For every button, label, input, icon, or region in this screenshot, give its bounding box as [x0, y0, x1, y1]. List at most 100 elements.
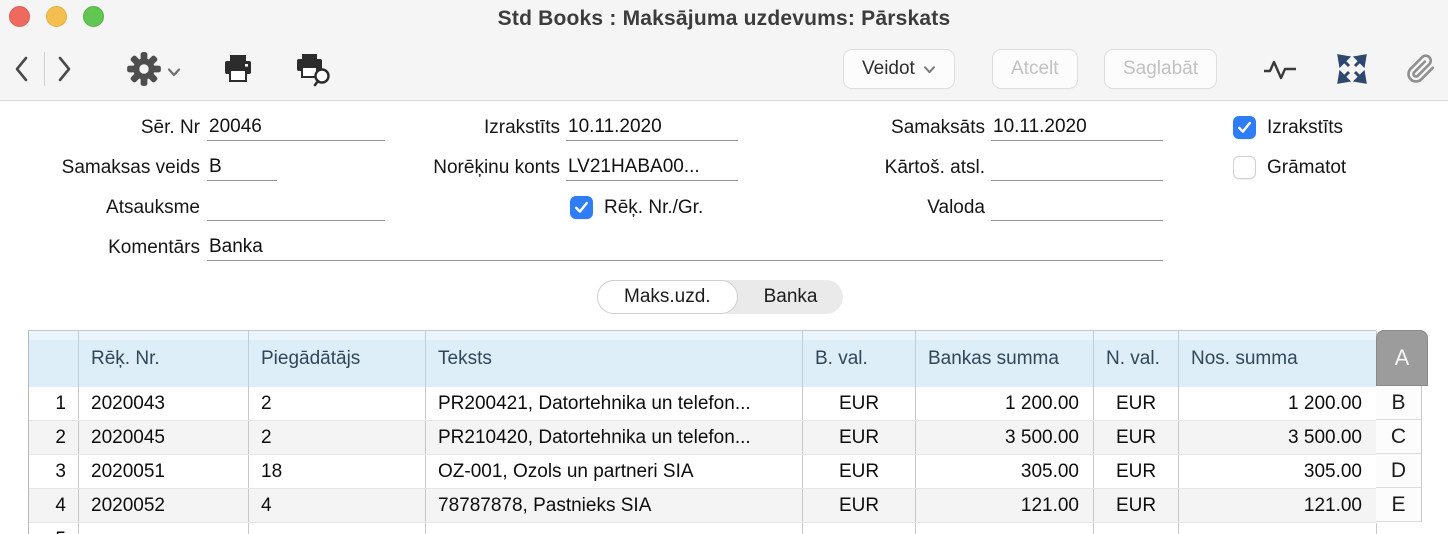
cell-teksts[interactable]: OZ-001, Ozols un partneri SIA [426, 455, 803, 488]
izrakstits-checkbox[interactable] [1233, 116, 1256, 139]
expand-arrows-icon[interactable] [1336, 53, 1368, 90]
cell-teksts[interactable]: PR200421, Datortehnika un telefon... [426, 387, 803, 420]
side-tab-c[interactable]: C [1376, 420, 1421, 454]
cell-bankas-summa[interactable]: 3 500.00 [916, 421, 1094, 454]
cell-n-val[interactable] [1094, 523, 1179, 534]
fullscreen-window-button[interactable] [83, 6, 104, 27]
gramatot-checkbox[interactable] [1233, 156, 1256, 179]
cell-piegadatajs[interactable]: 2 [249, 387, 426, 420]
col-piegadatajs[interactable]: Piegādātājs [249, 331, 426, 387]
activity-pulse-icon[interactable] [1262, 57, 1298, 88]
col-nos-summa[interactable]: Nos. summa [1179, 331, 1377, 387]
table-row[interactable]: 2 2020045 2 PR210420, Datortehnika un te… [29, 421, 1377, 455]
cell-nos-summa[interactable]: 305.00 [1179, 455, 1377, 488]
cell-b-val[interactable]: EUR [803, 455, 916, 488]
cell-n-val[interactable]: EUR [1094, 387, 1179, 420]
izrakstits-date-label: Izrakstīts [483, 117, 560, 138]
table-row[interactable]: 1 2020043 2 PR200421, Datortehnika un te… [29, 387, 1377, 421]
print-preview-icon[interactable] [294, 52, 336, 93]
window-chrome: Std Books : Maksājuma uzdevums: Pārskats [0, 0, 1448, 101]
cell-nos-summa[interactable]: 1 200.00 [1179, 387, 1377, 420]
cell-rownum: 4 [29, 489, 79, 522]
back-chevron-icon[interactable] [12, 54, 32, 89]
cell-b-val[interactable] [803, 523, 916, 534]
cell-bankas-summa[interactable]: 121.00 [916, 489, 1094, 522]
col-teksts[interactable]: Teksts [426, 331, 803, 387]
saglabat-button: Saglabāt [1104, 49, 1218, 89]
valoda-field[interactable] [991, 194, 1163, 221]
cell-rownum: 2 [29, 421, 79, 454]
komentars-label: Komentārs [108, 237, 200, 258]
cell-bankas-summa[interactable]: 305.00 [916, 455, 1094, 488]
cell-n-val[interactable]: EUR [1094, 489, 1179, 522]
ser-nr-field[interactable]: 20046 [207, 114, 385, 141]
veidot-button[interactable]: Veidot [843, 49, 955, 89]
cell-bankas-summa[interactable] [916, 523, 1094, 534]
table-row[interactable]: 4 2020052 4 78787878, Pastnieks SIA EUR … [29, 489, 1377, 523]
tab-maks-uzd[interactable]: Maks.uzd. [597, 280, 738, 314]
cell-rek-nr[interactable]: 2020043 [79, 387, 249, 420]
cell-bankas-summa[interactable]: 1 200.00 [916, 387, 1094, 420]
col-rownum[interactable] [29, 331, 79, 387]
forward-chevron-icon[interactable] [54, 54, 74, 89]
cell-b-val[interactable]: EUR [803, 489, 916, 522]
cell-teksts[interactable] [426, 523, 803, 534]
cell-piegadatajs[interactable]: 4 [249, 489, 426, 522]
samaksats-field[interactable]: 10.11.2020 [991, 114, 1163, 141]
side-tab-e[interactable]: E [1376, 488, 1421, 522]
printer-icon[interactable] [221, 52, 255, 91]
form-flip-tabs: Maks.uzd. Banka [597, 280, 844, 314]
table-row[interactable]: 3 2020051 18 OZ-001, Ozols un partneri S… [29, 455, 1377, 489]
cell-n-val[interactable]: EUR [1094, 421, 1179, 454]
cell-nos-summa[interactable]: 3 500.00 [1179, 421, 1377, 454]
col-n-val[interactable]: N. val. [1094, 331, 1179, 387]
samaksas-veids-field[interactable]: B [207, 154, 277, 181]
close-window-button[interactable] [9, 6, 30, 27]
cell-piegadatajs[interactable]: 18 [249, 455, 426, 488]
cell-b-val[interactable]: EUR [803, 421, 916, 454]
cell-n-val[interactable]: EUR [1094, 455, 1179, 488]
window-title: Std Books : Maksājuma uzdevums: Pārskats [497, 7, 951, 30]
cell-nos-summa[interactable]: 121.00 [1179, 489, 1377, 522]
gramatot-checkbox-label: Grāmatot [1267, 156, 1347, 178]
cell-rek-nr[interactable]: 2020051 [79, 455, 249, 488]
paperclip-icon[interactable] [1406, 53, 1436, 90]
cell-teksts[interactable]: PR210420, Datortehnika un telefon... [426, 421, 803, 454]
cell-rek-nr[interactable] [79, 523, 249, 534]
toolbar-divider [44, 52, 45, 86]
rek-nr-gr-checkbox-row: Rēķ. Nr./Gr. [570, 196, 703, 219]
side-tab-d[interactable]: D [1376, 454, 1421, 488]
izrakstits-checkbox-label: Izrakstīts [1267, 116, 1344, 138]
kartos-atsl-field[interactable] [991, 154, 1163, 181]
col-b-val[interactable]: B. val. [803, 331, 916, 387]
gear-chevron-down-icon[interactable] [167, 64, 181, 82]
rek-nr-gr-checkbox[interactable] [570, 196, 593, 219]
cell-rek-nr[interactable]: 2020045 [79, 421, 249, 454]
side-tab-a[interactable]: A [1376, 330, 1428, 386]
atcelt-button-label: Atcelt [1011, 58, 1059, 79]
cell-rek-nr[interactable]: 2020052 [79, 489, 249, 522]
cell-nos-summa[interactable] [1179, 523, 1377, 534]
table-row[interactable]: 5 [29, 523, 1377, 534]
norekinu-konts-field[interactable]: LV21HABA00... [566, 154, 738, 181]
rek-nr-gr-checkbox-label: Rēķ. Nr./Gr. [604, 196, 704, 218]
atsauksme-field[interactable] [207, 194, 385, 221]
col-rek-nr[interactable]: Rēķ. Nr. [79, 331, 249, 387]
line-items-table: Rēķ. Nr. Piegādātājs Teksts B. val. Bank… [28, 330, 1377, 534]
izrakstits-date-field[interactable]: 10.11.2020 [566, 114, 738, 141]
cell-teksts[interactable]: 78787878, Pastnieks SIA [426, 489, 803, 522]
tab-banka[interactable]: Banka [763, 286, 818, 307]
side-tab-strip: B C D E [1376, 386, 1422, 522]
cell-b-val[interactable]: EUR [803, 387, 916, 420]
cell-piegadatajs[interactable] [249, 523, 426, 534]
cell-rownum: 1 [29, 387, 79, 420]
minimize-window-button[interactable] [46, 6, 67, 27]
cell-piegadatajs[interactable]: 2 [249, 421, 426, 454]
side-tab-b[interactable]: B [1376, 386, 1421, 420]
komentars-field[interactable]: Banka [207, 234, 1163, 261]
gear-icon[interactable] [126, 51, 162, 92]
col-bankas-summa[interactable]: Bankas summa [916, 331, 1094, 387]
cell-rownum: 3 [29, 455, 79, 488]
norekinu-konts-label: Norēķinu konts [433, 157, 560, 178]
traffic-lights [9, 6, 104, 27]
